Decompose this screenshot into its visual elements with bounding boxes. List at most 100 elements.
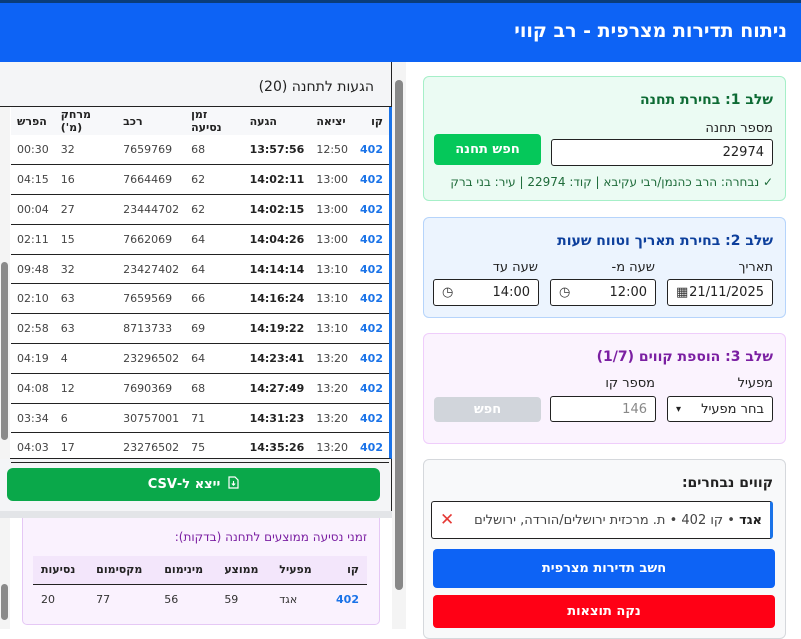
to-hour-value: 14:00 — [492, 285, 530, 300]
averages-scrollbar[interactable] — [0, 518, 10, 629]
from-hour-input[interactable]: 12:00 ◷ — [550, 279, 656, 306]
column-header: קו — [354, 107, 389, 135]
line-number-input[interactable]: 146 — [550, 396, 656, 422]
table-cell: 14:31:23 — [243, 403, 311, 434]
table-cell: 7662069 — [117, 224, 186, 255]
operator-select[interactable]: בחר מפעיל ▾ — [667, 396, 773, 422]
table-row: 402 אגד 59 56 77 20 — [33, 584, 367, 614]
results-panel-scrollbar[interactable] — [392, 62, 406, 629]
averages-box: זמני נסיעה ממוצעים לתחנה (בדקות): קו מפעי… — [22, 518, 380, 625]
table-cell: 23276502 — [117, 432, 186, 464]
column-header: הפרש — [11, 107, 55, 135]
export-csv-label: ייצא ל-CSV — [147, 477, 221, 492]
table-row: 402 13:20 14:23:41 64 23296502 4 04:19 — [11, 343, 389, 374]
table-cell: 62 — [185, 164, 244, 196]
table-cell: 02:58 — [11, 313, 55, 345]
step3-card: שלב 3: הוספת קווים (1/7) מפעיל מספר קו ב… — [423, 333, 786, 444]
search-line-button[interactable]: חפש — [434, 397, 541, 422]
table-cell[interactable]: 402 — [354, 313, 389, 345]
table-cell: 14:14:14 — [243, 254, 311, 285]
table-cell[interactable]: 402 — [336, 592, 359, 606]
table-cell[interactable]: 402 — [354, 403, 389, 434]
table-cell: 14:02:11 — [243, 164, 311, 196]
table-cell: 7659569 — [117, 283, 186, 315]
clock-icon[interactable]: ◷ — [559, 285, 571, 300]
table-cell[interactable]: 402 — [354, 135, 389, 166]
table-row: 402 13:00 14:02:11 62 7664469 16 04:15 — [11, 164, 389, 196]
clear-results-button[interactable]: נקה תוצאות — [433, 595, 775, 628]
table-cell: 14:35:26 — [243, 432, 311, 464]
calendar-icon[interactable]: ▦ — [676, 285, 689, 300]
station-number-label: מספר תחנה — [705, 121, 773, 136]
section-divider — [0, 511, 392, 518]
app-header: ניתוח תדירות מצרפית - רב קווי — [0, 3, 801, 62]
table-cell: 12:50 — [310, 135, 355, 166]
operator-label: מפעיל — [737, 376, 773, 391]
from-hour-label: שעה מ- — [611, 260, 656, 275]
table-cell: 13:10 — [310, 254, 355, 285]
remove-line-icon[interactable]: ✕ — [440, 510, 455, 530]
file-download-icon — [228, 476, 239, 493]
table-cell: 13:00 — [310, 164, 355, 196]
table-cell: 04:15 — [11, 164, 55, 196]
search-station-button[interactable]: חפש תחנה — [434, 134, 541, 165]
table-row: 402 13:20 14:31:23 71 30757001 6 03:34 — [11, 403, 389, 434]
export-csv-button[interactable]: ייצא ל-CSV — [7, 468, 380, 501]
table-cell[interactable]: 402 — [354, 224, 389, 255]
to-hour-label: שעה עד — [492, 260, 538, 275]
table-cell: 04:03 — [11, 432, 55, 464]
averages-title: זמני נסיעה ממוצעים לתחנה (בדקות): — [174, 530, 367, 544]
line-number-label: מספר קו — [605, 376, 655, 391]
table-cell[interactable]: 402 — [354, 432, 389, 464]
table-cell[interactable]: 402 — [354, 164, 389, 196]
table-row: 402 13:20 14:27:49 68 7690369 12 04:08 — [11, 373, 389, 404]
table-cell: 59 — [224, 592, 239, 606]
table-cell: 63 — [54, 313, 118, 345]
clock-icon[interactable]: ◷ — [442, 285, 454, 300]
table-cell: 15 — [54, 224, 118, 255]
column-header: מפעיל — [271, 556, 325, 585]
chevron-down-icon: ▾ — [676, 403, 682, 415]
scrollbar-thumb[interactable] — [1, 262, 8, 440]
table-cell: 14:04:26 — [243, 224, 311, 255]
table-cell: 20 — [41, 592, 55, 606]
station-number-input[interactable]: 22974 — [551, 139, 773, 166]
step1-title: שלב 1: בחירת תחנה — [639, 92, 773, 108]
table-cell[interactable]: 402 — [354, 343, 389, 374]
date-input[interactable]: 21/11/2025 ▦ — [667, 279, 773, 306]
results-panel: הגעות לתחנה (20) קו יציאה הגעה זמן נסיעה רכב… — [0, 62, 392, 629]
arrivals-scrollbar[interactable] — [0, 107, 10, 459]
table-cell: אגד — [279, 592, 298, 606]
step2-title: שלב 2: בחירת תאריך וטווח שעות — [557, 233, 773, 249]
selected-lines-card: קווים נבחרים: אגד • קו 402 • ת. מרכזית י… — [423, 459, 786, 639]
table-cell: 23444702 — [117, 194, 186, 225]
step1-card: שלב 1: בחירת תחנה מספר תחנה 22974 חפש תח… — [423, 76, 786, 201]
table-cell: 14:23:41 — [243, 343, 311, 374]
scrollbar-thumb[interactable] — [1, 584, 8, 620]
table-cell: 64 — [185, 224, 244, 255]
table-cell[interactable]: 402 — [354, 194, 389, 225]
step3-title: שלב 3: הוספת קווים (1/7) — [596, 349, 773, 365]
table-cell: 13:00 — [310, 194, 355, 225]
column-header: זמן נסיעה — [185, 107, 244, 135]
table-cell[interactable]: 402 — [354, 283, 389, 315]
table-row: 402 13:00 14:02:15 62 23444702 27 00:04 — [11, 194, 389, 225]
table-cell[interactable]: 402 — [354, 373, 389, 404]
table-cell: 13:20 — [310, 403, 355, 434]
table-cell: 23427402 — [117, 254, 186, 285]
table-cell: 75 — [185, 432, 244, 464]
table-cell: 69 — [185, 313, 244, 345]
to-hour-input[interactable]: 14:00 ◷ — [433, 279, 539, 306]
table-cell: 7659769 — [117, 135, 186, 166]
table-cell: 13:20 — [310, 373, 355, 404]
column-header: יציאה — [310, 107, 355, 135]
scrollbar-thumb[interactable] — [395, 80, 403, 590]
date-value: 21/11/2025 — [689, 285, 764, 300]
table-cell[interactable]: 402 — [354, 254, 389, 285]
chip-operator: אגד — [739, 512, 762, 528]
table-cell: 00:30 — [11, 135, 55, 166]
table-cell: 32 — [54, 254, 118, 285]
column-header: ממוצע — [216, 556, 272, 585]
table-cell: 27 — [54, 194, 118, 225]
calculate-frequency-button[interactable]: חשב תדירות מצרפית — [433, 549, 775, 588]
